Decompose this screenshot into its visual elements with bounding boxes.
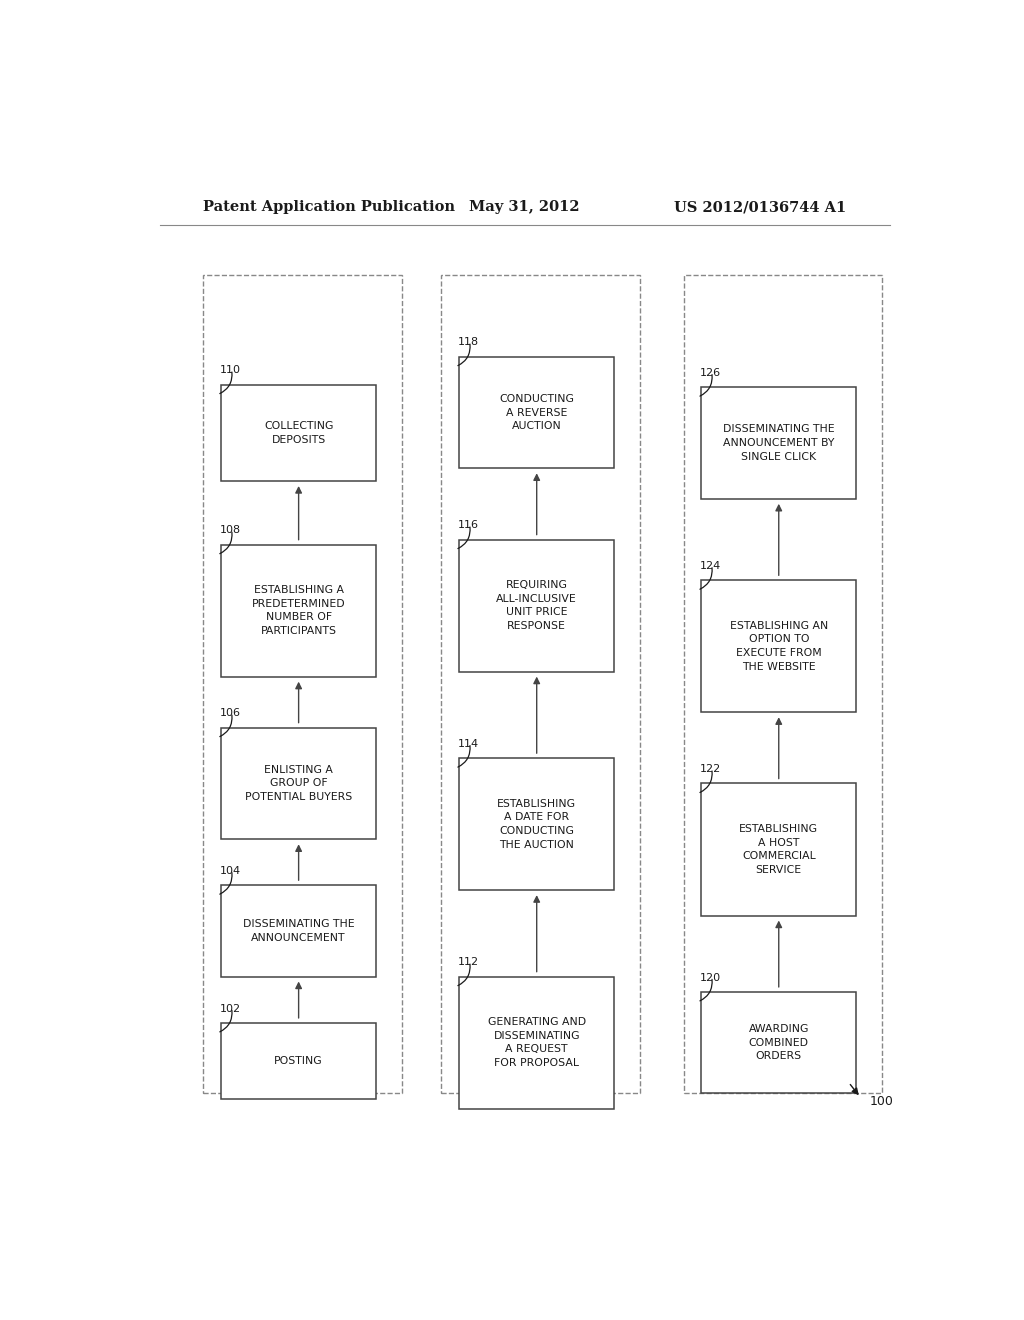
Bar bbox=[441, 276, 640, 1093]
Text: ESTABLISHING A
PREDETERMINED
NUMBER OF
PARTICIPANTS: ESTABLISHING A PREDETERMINED NUMBER OF P… bbox=[252, 585, 345, 636]
Bar bbox=[701, 784, 856, 916]
Bar bbox=[701, 387, 856, 499]
Text: 124: 124 bbox=[699, 561, 721, 572]
Text: 110: 110 bbox=[220, 366, 241, 375]
Bar bbox=[221, 727, 376, 840]
Text: AWARDING
COMBINED
ORDERS: AWARDING COMBINED ORDERS bbox=[749, 1024, 809, 1061]
Text: 120: 120 bbox=[699, 973, 721, 982]
Text: 102: 102 bbox=[220, 1003, 241, 1014]
Bar bbox=[701, 991, 856, 1093]
Text: 126: 126 bbox=[699, 368, 721, 378]
Text: 100: 100 bbox=[870, 1096, 894, 1107]
Text: 104: 104 bbox=[220, 866, 241, 876]
Text: GENERATING AND
DISSEMINATING
A REQUEST
FOR PROPOSAL: GENERATING AND DISSEMINATING A REQUEST F… bbox=[487, 1018, 586, 1068]
Text: 106: 106 bbox=[220, 709, 241, 718]
Bar bbox=[460, 356, 614, 469]
Text: DISSEMINATING THE
ANNOUNCEMENT BY
SINGLE CLICK: DISSEMINATING THE ANNOUNCEMENT BY SINGLE… bbox=[723, 425, 835, 462]
Bar bbox=[204, 276, 401, 1093]
Text: 116: 116 bbox=[458, 520, 479, 531]
Text: ESTABLISHING
A DATE FOR
CONDUCTING
THE AUCTION: ESTABLISHING A DATE FOR CONDUCTING THE A… bbox=[498, 799, 577, 850]
Text: ESTABLISHING AN
OPTION TO
EXECUTE FROM
THE WEBSITE: ESTABLISHING AN OPTION TO EXECUTE FROM T… bbox=[730, 620, 827, 672]
Bar bbox=[221, 545, 376, 677]
Bar bbox=[221, 1023, 376, 1100]
Bar bbox=[460, 540, 614, 672]
Text: CONDUCTING
A REVERSE
AUCTION: CONDUCTING A REVERSE AUCTION bbox=[500, 393, 574, 432]
Bar bbox=[701, 581, 856, 713]
Text: POSTING: POSTING bbox=[274, 1056, 323, 1067]
Text: May 31, 2012: May 31, 2012 bbox=[469, 201, 581, 214]
Text: 122: 122 bbox=[699, 764, 721, 775]
Text: 114: 114 bbox=[458, 739, 479, 748]
Text: 108: 108 bbox=[220, 525, 241, 536]
Bar bbox=[221, 384, 376, 480]
Text: US 2012/0136744 A1: US 2012/0136744 A1 bbox=[674, 201, 846, 214]
Bar bbox=[221, 886, 376, 977]
Text: ESTABLISHING
A HOST
COMMERCIAL
SERVICE: ESTABLISHING A HOST COMMERCIAL SERVICE bbox=[739, 824, 818, 875]
Bar bbox=[460, 758, 614, 890]
Text: COLLECTING
DEPOSITS: COLLECTING DEPOSITS bbox=[264, 421, 333, 445]
Bar bbox=[460, 977, 614, 1109]
Bar bbox=[684, 276, 882, 1093]
Text: ENLISTING A
GROUP OF
POTENTIAL BUYERS: ENLISTING A GROUP OF POTENTIAL BUYERS bbox=[245, 764, 352, 803]
Text: REQUIRING
ALL-INCLUSIVE
UNIT PRICE
RESPONSE: REQUIRING ALL-INCLUSIVE UNIT PRICE RESPO… bbox=[497, 581, 578, 631]
Text: DISSEMINATING THE
ANNOUNCEMENT: DISSEMINATING THE ANNOUNCEMENT bbox=[243, 919, 354, 942]
Text: 118: 118 bbox=[458, 338, 479, 347]
Text: 112: 112 bbox=[458, 957, 479, 968]
Text: Patent Application Publication: Patent Application Publication bbox=[204, 201, 456, 214]
